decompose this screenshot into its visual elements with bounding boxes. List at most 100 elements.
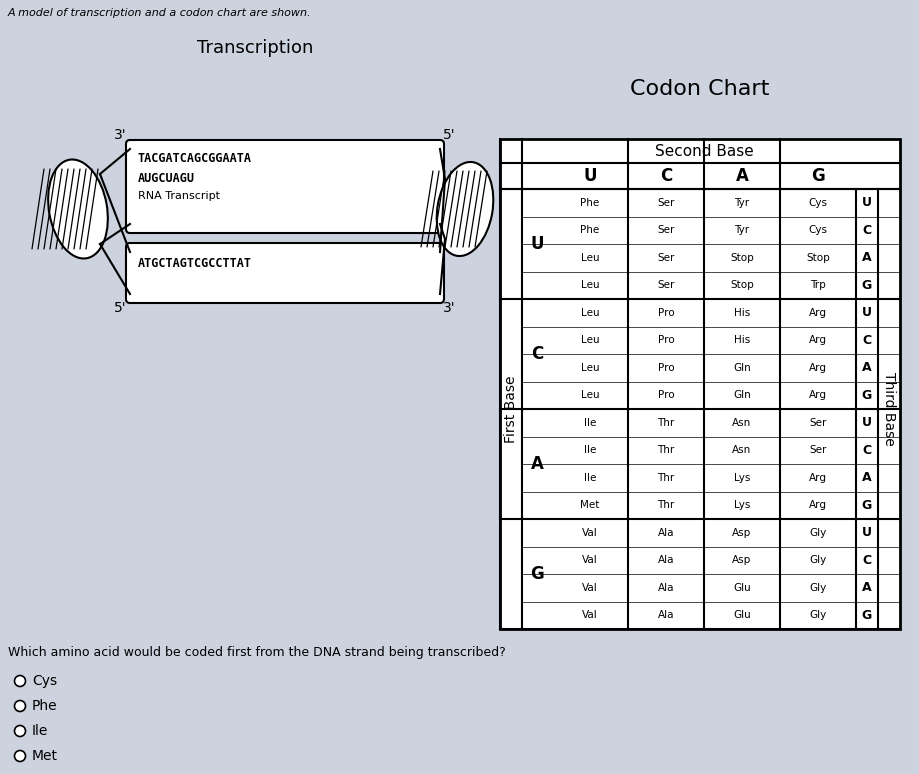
Text: Asp: Asp <box>732 555 751 565</box>
Text: Gly: Gly <box>809 610 826 620</box>
Text: Thr: Thr <box>657 418 674 428</box>
Text: U: U <box>861 197 871 209</box>
Text: Third Base: Third Base <box>881 372 895 446</box>
Text: Gln: Gln <box>732 390 750 400</box>
Text: Arg: Arg <box>808 500 826 510</box>
Text: Codon Chart: Codon Chart <box>630 79 769 99</box>
Text: Glu: Glu <box>732 610 750 620</box>
Text: Tyr: Tyr <box>733 197 749 207</box>
Text: Second Base: Second Base <box>654 143 753 159</box>
Text: 5': 5' <box>443 128 455 142</box>
Text: Ile: Ile <box>584 418 596 428</box>
Text: Ile: Ile <box>32 724 49 738</box>
Text: Asn: Asn <box>732 418 751 428</box>
Text: Gln: Gln <box>732 363 750 373</box>
Text: U: U <box>861 307 871 319</box>
Text: Which amino acid would be coded first from the DNA strand being transcribed?: Which amino acid would be coded first fr… <box>8 646 505 659</box>
Text: Arg: Arg <box>808 363 826 373</box>
Text: Stop: Stop <box>730 280 753 290</box>
Text: TACGATCAGCGGAATA: TACGATCAGCGGAATA <box>138 152 252 165</box>
Text: Ala: Ala <box>657 555 674 565</box>
Text: C: C <box>861 224 870 237</box>
Text: Asn: Asn <box>732 445 751 455</box>
Text: G: G <box>861 389 871 402</box>
Text: Val: Val <box>582 555 597 565</box>
Text: A: A <box>735 167 748 185</box>
Text: A: A <box>861 361 871 375</box>
Text: Pro: Pro <box>657 335 674 345</box>
Text: Asp: Asp <box>732 528 751 538</box>
Ellipse shape <box>437 162 493 256</box>
Text: Ser: Ser <box>656 197 674 207</box>
Text: Phe: Phe <box>580 197 599 207</box>
Text: Lys: Lys <box>733 500 749 510</box>
Text: C: C <box>861 334 870 347</box>
Text: U: U <box>529 235 543 253</box>
Text: G: G <box>529 565 543 583</box>
Text: Cys: Cys <box>808 197 826 207</box>
Text: G: G <box>861 498 871 512</box>
Text: Thr: Thr <box>657 500 674 510</box>
Text: Phe: Phe <box>32 699 58 713</box>
Text: A: A <box>861 252 871 264</box>
Text: Stop: Stop <box>730 253 753 262</box>
Text: Ala: Ala <box>657 528 674 538</box>
Text: Ala: Ala <box>657 610 674 620</box>
Text: Pro: Pro <box>657 308 674 318</box>
Text: U: U <box>583 167 596 185</box>
Text: Gly: Gly <box>809 555 826 565</box>
Text: Leu: Leu <box>580 335 598 345</box>
Ellipse shape <box>48 159 108 259</box>
Text: Val: Val <box>582 610 597 620</box>
Text: Ser: Ser <box>809 418 826 428</box>
Text: U: U <box>861 416 871 430</box>
Text: C: C <box>861 444 870 457</box>
Circle shape <box>15 751 26 762</box>
Text: Val: Val <box>582 528 597 538</box>
Text: Ser: Ser <box>656 253 674 262</box>
Text: Arg: Arg <box>808 308 826 318</box>
Text: Leu: Leu <box>580 363 598 373</box>
Text: Trp: Trp <box>810 280 825 290</box>
Text: Glu: Glu <box>732 583 750 593</box>
Text: Ser: Ser <box>809 445 826 455</box>
Text: Val: Val <box>582 583 597 593</box>
Text: First Base: First Base <box>504 375 517 443</box>
Text: A model of transcription and a codon chart are shown.: A model of transcription and a codon cha… <box>8 8 312 18</box>
Text: C: C <box>861 553 870 567</box>
Text: G: G <box>811 167 824 185</box>
Text: Leu: Leu <box>580 308 598 318</box>
Text: His: His <box>733 308 749 318</box>
Text: Pro: Pro <box>657 390 674 400</box>
Text: Thr: Thr <box>657 445 674 455</box>
Text: Arg: Arg <box>808 390 826 400</box>
Text: Phe: Phe <box>580 225 599 235</box>
Text: Leu: Leu <box>580 253 598 262</box>
Text: Cys: Cys <box>808 225 826 235</box>
Circle shape <box>15 676 26 687</box>
Text: Tyr: Tyr <box>733 225 749 235</box>
Text: 3': 3' <box>114 128 127 142</box>
Text: Lys: Lys <box>733 473 749 483</box>
Text: Stop: Stop <box>805 253 829 262</box>
Text: Ser: Ser <box>656 225 674 235</box>
Text: Ile: Ile <box>584 445 596 455</box>
Text: Met: Met <box>32 749 58 763</box>
Text: RNA Transcript: RNA Transcript <box>138 191 220 201</box>
Text: Transcription: Transcription <box>197 39 312 57</box>
Text: Arg: Arg <box>808 335 826 345</box>
Text: A: A <box>530 455 543 473</box>
Text: C: C <box>659 167 672 185</box>
Text: Arg: Arg <box>808 473 826 483</box>
Text: A: A <box>861 471 871 485</box>
Circle shape <box>15 725 26 737</box>
Text: Ile: Ile <box>584 473 596 483</box>
Text: U: U <box>861 526 871 539</box>
Text: 3': 3' <box>443 301 455 315</box>
Text: Cys: Cys <box>32 674 57 688</box>
Text: G: G <box>861 279 871 292</box>
Text: Met: Met <box>580 500 599 510</box>
Text: Gly: Gly <box>809 583 826 593</box>
Text: Thr: Thr <box>657 473 674 483</box>
Text: Ala: Ala <box>657 583 674 593</box>
